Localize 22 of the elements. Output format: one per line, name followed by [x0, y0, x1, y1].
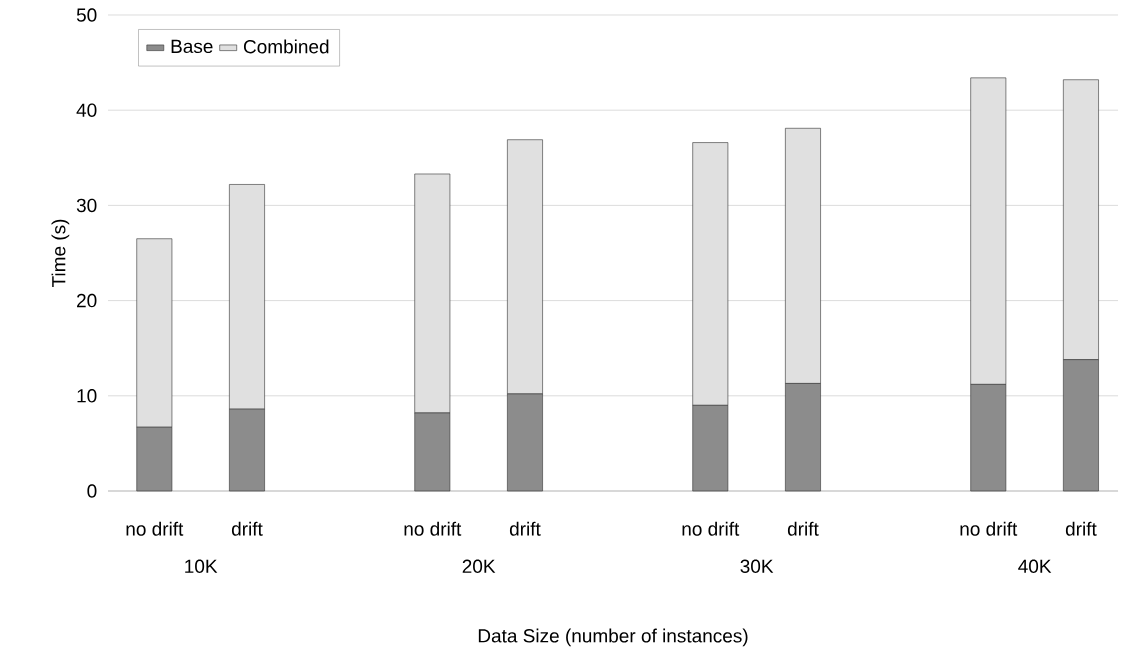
- text: 40K: [1018, 559, 1052, 573]
- x-tick-label: drift: [509, 521, 541, 536]
- text: 20K: [462, 559, 496, 573]
- y-axis-title: Time (s): [51, 219, 70, 288]
- y-tick-label: 50: [76, 8, 97, 22]
- y-tick-label: 40: [76, 103, 97, 117]
- y-tick-label: 30: [76, 198, 97, 213]
- x-axis-title: Data Size (number of instances): [478, 628, 748, 647]
- y-tick-label: 20: [77, 293, 97, 308]
- x-tick-label: drift: [1065, 521, 1097, 536]
- x-tick-label: no drift: [404, 521, 462, 536]
- y-tick-label: 10: [77, 389, 97, 403]
- x-tick-label: no drift: [682, 521, 740, 536]
- text: 10K: [185, 559, 218, 573]
- x-tick-label: no drift: [960, 521, 1018, 536]
- x-tick-label: drift: [787, 521, 819, 536]
- legend-label: Combined: [243, 39, 329, 54]
- y-tick-label: 0: [87, 484, 97, 498]
- legend-label: Base: [171, 39, 213, 54]
- x-tick-label: no drift: [126, 521, 184, 536]
- text: 30K: [740, 559, 774, 573]
- x-tick-label: drift: [231, 521, 263, 536]
